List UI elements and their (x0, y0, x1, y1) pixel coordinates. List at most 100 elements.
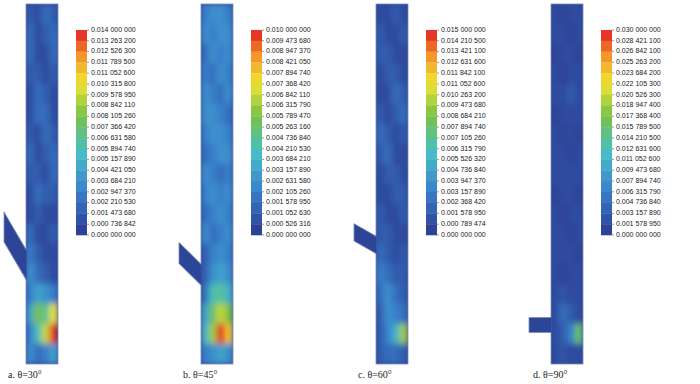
field-cell (376, 104, 384, 125)
field-cell (400, 144, 408, 165)
color-tick (612, 62, 614, 63)
color-band (251, 116, 262, 127)
field-cell (209, 184, 218, 205)
color-band (76, 192, 87, 203)
field-cell (400, 84, 408, 105)
color-tick (437, 83, 439, 84)
color-band (251, 41, 262, 52)
color-tick-label: 0.008 842 110 (91, 101, 135, 108)
color-band (251, 170, 262, 181)
color-band (426, 95, 437, 106)
field-cell (400, 24, 408, 45)
field-cell (575, 184, 583, 205)
field-cell (384, 164, 393, 185)
field-cell (42, 124, 51, 145)
color-tick (612, 127, 614, 128)
field-cell (567, 24, 576, 45)
field-cell (42, 284, 51, 305)
color-tick-label: 0.012 631 600 (441, 58, 486, 65)
color-tick (437, 40, 439, 41)
field-cell (50, 44, 58, 65)
color-band (601, 62, 612, 73)
field-cell (209, 204, 218, 225)
color-tick-label: 0.028 421 100 (616, 37, 661, 44)
figure: 0.014 000 0000.013 263 2000.012 526 3000… (0, 0, 700, 384)
field-cell (551, 84, 559, 105)
field-cell (575, 284, 583, 305)
color-tick (87, 202, 89, 203)
color-tick-label: 0.002 105 260 (266, 188, 311, 195)
field-cell (34, 184, 43, 205)
branch-wall (529, 318, 551, 333)
color-band (426, 106, 437, 117)
field-cell (50, 284, 58, 305)
color-band (76, 170, 87, 181)
color-tick-label: 0.005 263 160 (266, 123, 311, 130)
color-tick (262, 73, 264, 74)
pipe-wall (376, 4, 408, 364)
field-cell (559, 164, 568, 185)
color-band (76, 30, 87, 41)
field-cell (217, 304, 226, 325)
field-cell (575, 144, 583, 165)
color-tick-label: 0.000 000 000 (616, 231, 661, 238)
field-cell (567, 84, 576, 105)
color-tick (612, 159, 614, 160)
field (376, 4, 408, 364)
field-cell (400, 4, 408, 24)
color-tick (612, 148, 614, 149)
field-cell (201, 204, 209, 225)
field-cell (384, 324, 393, 345)
field-cell (225, 104, 233, 125)
field-cell (376, 244, 384, 265)
color-tick-label: 0.004 736 840 (616, 198, 661, 205)
color-tick-label: 0.001 578 950 (616, 220, 661, 227)
color-band (601, 127, 612, 138)
color-tick-label: 0.001 052 630 (266, 209, 311, 216)
color-band (426, 159, 437, 170)
field-cell (384, 284, 393, 305)
panel: 0.030 000 0000.028 421 1000.026 842 1000… (529, 4, 661, 380)
field-cell (34, 124, 43, 145)
field-cell (392, 224, 401, 245)
color-band (601, 41, 612, 52)
field-cell (201, 264, 209, 285)
field-cell (225, 84, 233, 105)
field-cell (551, 144, 559, 165)
color-tick-label: 0.026 842 100 (616, 47, 661, 54)
color-tick-label: 0.010 315 800 (91, 80, 136, 87)
field-cell (392, 264, 401, 285)
field-cell (559, 44, 568, 65)
field-cell (392, 64, 401, 85)
field-cell (384, 244, 393, 265)
field-cell (34, 224, 43, 245)
field-cell (225, 24, 233, 45)
color-band (251, 30, 262, 41)
color-band (601, 203, 612, 214)
color-band (601, 213, 612, 224)
field-cell (376, 144, 384, 165)
color-tick (87, 148, 89, 149)
field-cell (551, 304, 559, 325)
color-tick (437, 159, 439, 160)
field-cell (384, 44, 393, 65)
color-band (76, 95, 87, 106)
color-tick-label: 0.008 105 260 (91, 112, 136, 119)
color-tick-label: 0.002 947 370 (91, 188, 136, 195)
field-cell (551, 184, 559, 205)
field-cell (50, 304, 58, 325)
field-cell (225, 144, 233, 165)
field-cell (42, 144, 51, 165)
field-cell (551, 344, 559, 364)
color-tick (612, 235, 614, 236)
field-cell (42, 104, 51, 125)
color-tick (437, 30, 439, 31)
color-band (426, 30, 437, 41)
field-cell (400, 64, 408, 85)
color-band (601, 224, 612, 235)
color-tick (612, 40, 614, 41)
field-cell (376, 324, 384, 345)
pipe-wall (201, 4, 233, 364)
color-band (601, 106, 612, 117)
color-band (76, 181, 87, 192)
